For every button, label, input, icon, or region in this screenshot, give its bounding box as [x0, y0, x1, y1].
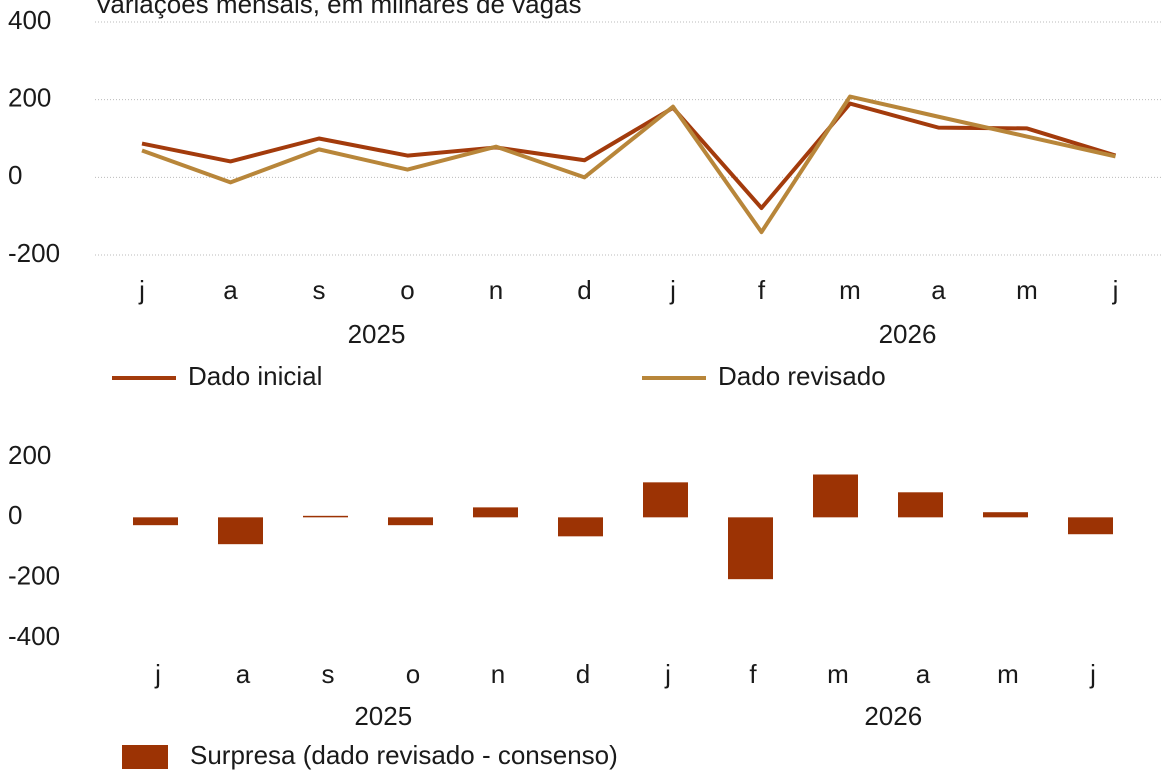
- y-tick-label: 200: [8, 440, 51, 470]
- y-tick-label: 0: [8, 160, 22, 190]
- x-tick-label: j: [669, 275, 676, 305]
- y-tick-label: 200: [8, 83, 51, 113]
- legend-label: Dado inicial: [188, 361, 322, 391]
- bar: [1068, 517, 1113, 535]
- x-tick-label: j: [1089, 659, 1096, 689]
- bar: [558, 517, 603, 537]
- x-tick-label: s: [313, 275, 326, 305]
- bar: [303, 515, 348, 518]
- x-group-label: 2025: [354, 701, 412, 731]
- y-tick-label: -200: [8, 561, 60, 591]
- bar: [473, 507, 518, 518]
- x-tick-label: j: [138, 275, 145, 305]
- x-tick-label: d: [577, 275, 591, 305]
- x-tick-label: n: [489, 275, 503, 305]
- legend-label: Surpresa (dado revisado - consenso): [190, 740, 618, 770]
- x-tick-label: a: [223, 275, 238, 305]
- x-tick-label: s: [322, 659, 335, 689]
- bar: [813, 474, 858, 518]
- chart-subtitle: Variações mensais, em milhares de vagas: [95, 0, 582, 19]
- line: [141, 101, 1117, 211]
- x-group-label: 2026: [879, 319, 937, 349]
- bar: [388, 517, 433, 526]
- x-tick-label: o: [406, 659, 420, 689]
- y-tick-label: -400: [8, 621, 60, 651]
- x-tick-label: a: [236, 659, 251, 689]
- x-group-label: 2026: [864, 701, 922, 731]
- legend-swatch: [122, 745, 168, 769]
- x-tick-label: f: [758, 275, 766, 305]
- bar: [983, 512, 1028, 518]
- bar: [643, 482, 688, 518]
- x-group-label: 2025: [348, 319, 406, 349]
- legend-label: Dado revisado: [718, 361, 886, 391]
- x-tick-label: j: [664, 659, 671, 689]
- x-tick-label: m: [1016, 275, 1038, 305]
- bar: [728, 517, 773, 580]
- x-tick-label: m: [997, 659, 1019, 689]
- x-tick-label: m: [827, 659, 849, 689]
- x-tick-label: j: [1112, 275, 1119, 305]
- x-tick-label: a: [931, 275, 946, 305]
- bar: [218, 517, 263, 545]
- x-tick-label: a: [916, 659, 931, 689]
- x-tick-label: f: [749, 659, 757, 689]
- x-tick-label: d: [576, 659, 590, 689]
- x-tick-label: j: [154, 659, 161, 689]
- bar: [133, 517, 178, 526]
- x-tick-label: n: [491, 659, 505, 689]
- y-tick-label: -200: [8, 238, 60, 268]
- y-tick-label: 400: [8, 5, 51, 35]
- x-tick-label: o: [400, 275, 414, 305]
- bar: [898, 492, 943, 518]
- y-tick-label: 0: [8, 500, 22, 530]
- line: [141, 94, 1116, 235]
- x-tick-label: m: [839, 275, 861, 305]
